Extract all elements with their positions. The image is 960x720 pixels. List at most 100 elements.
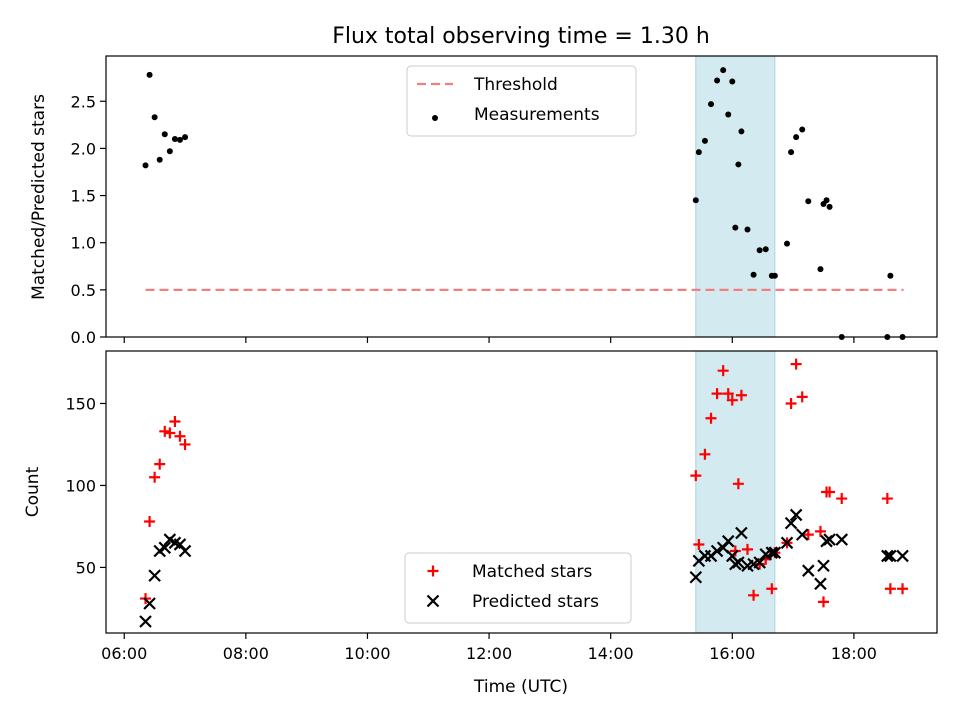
bottom-legend: Matched stars Predicted stars xyxy=(404,552,632,624)
matched-stars-point xyxy=(814,525,826,537)
matched-stars-point xyxy=(174,430,186,442)
matched-stars-point xyxy=(179,438,191,450)
predicted-stars-point xyxy=(835,533,849,546)
predicted-stars-point xyxy=(795,528,809,541)
measurement-point xyxy=(720,67,727,74)
predicted-stars-point xyxy=(817,559,830,573)
bottom-x-tick-label: 18:00 xyxy=(831,644,877,663)
bottom-y-axis-label: Count xyxy=(23,466,43,517)
matched-stars-point xyxy=(722,388,734,400)
matched-stars-point xyxy=(705,412,717,424)
matched-stars-point xyxy=(748,589,760,601)
bottom-panel: 50 100 150 06:00 08:00 10:00 12:00 14:00 16:00 18… xyxy=(23,350,938,697)
measurement-point xyxy=(166,148,173,155)
legend-label: Measurements xyxy=(474,105,600,125)
matched-stars-point xyxy=(790,358,802,370)
matched-stars-point xyxy=(741,543,753,555)
measurement-point xyxy=(708,101,715,108)
matched-stars-point xyxy=(154,458,166,470)
predicted-stars-point xyxy=(881,549,894,563)
matched-stars-point xyxy=(144,516,156,528)
top-legend: Threshold Measurements xyxy=(406,65,637,137)
predicted-stars-point xyxy=(178,544,192,558)
legend-label: Predicted stars xyxy=(472,592,599,612)
matched-stars-point xyxy=(729,545,741,557)
bottom-highlight-span xyxy=(695,350,776,634)
predicted-stars-point xyxy=(158,541,172,555)
bottom-axes-frame xyxy=(105,350,938,634)
measurement-point xyxy=(695,149,702,156)
measurement-point xyxy=(817,266,824,273)
predicted-stars-point xyxy=(143,597,156,610)
top-legend-box xyxy=(406,65,637,137)
measurement-point xyxy=(750,271,757,278)
top-y-axis-label: Matched/Predicted stars xyxy=(29,94,49,300)
bottom-x-tick-label: 16:00 xyxy=(709,644,755,663)
matched-stars-point xyxy=(824,486,836,498)
legend-matched-swatch xyxy=(427,565,439,577)
predicted-stars-point xyxy=(896,549,909,563)
top-y-tick-label: 2.5 xyxy=(71,92,96,111)
predicted-stars-point xyxy=(768,546,782,559)
measurement-point xyxy=(735,161,742,168)
top-highlight-span xyxy=(695,55,776,338)
matched-stars-point xyxy=(796,391,808,403)
predicted-stars-point xyxy=(765,546,779,559)
measurement-point xyxy=(156,156,163,163)
measurement-point xyxy=(146,71,153,78)
measurement-point xyxy=(171,135,178,142)
measurement-point xyxy=(805,198,812,205)
matched-stars-point xyxy=(817,596,829,608)
matched-stars-point xyxy=(159,425,171,437)
matched-stars-point xyxy=(711,388,723,400)
measurement-point xyxy=(823,197,830,204)
measurement-point xyxy=(762,246,769,253)
matched-stars-point xyxy=(732,478,744,490)
matched-stars-point xyxy=(785,397,797,409)
predicted-stars-point xyxy=(735,526,748,540)
bottom-y-tick-label: 50 xyxy=(76,558,96,577)
bottom-x-tick-label: 12:00 xyxy=(466,644,512,663)
predicted-stars-point xyxy=(780,536,794,550)
matched-stars-point xyxy=(699,448,711,460)
measurement-point xyxy=(732,224,739,231)
measurement-point xyxy=(714,77,721,84)
bottom-series-layer xyxy=(139,358,909,628)
figure-title: Flux total observing time = 1.30 h xyxy=(332,24,710,49)
predicted-stars-point xyxy=(884,549,897,563)
measurement-point xyxy=(826,203,833,210)
measurement-point xyxy=(756,247,763,254)
matched-stars-point xyxy=(149,471,161,483)
matched-stars-point xyxy=(690,470,702,482)
matched-stars-point xyxy=(881,493,893,505)
matched-stars-point xyxy=(164,427,176,439)
measurement-point xyxy=(887,272,894,279)
predicted-stars-point xyxy=(784,516,798,530)
measurement-point xyxy=(771,272,778,279)
measurement-point xyxy=(725,111,732,118)
predicted-stars-point xyxy=(148,569,161,582)
top-y-tick-label: 1.5 xyxy=(71,187,96,206)
predicted-stars-point xyxy=(139,615,152,628)
predicted-stars-point xyxy=(732,556,745,569)
matched-stars-point xyxy=(754,558,766,570)
predicted-stars-point xyxy=(689,570,703,584)
matched-stars-point xyxy=(693,538,705,550)
bottom-y-tick-label: 150 xyxy=(65,394,96,413)
bottom-x-axis-label: Time (UTC) xyxy=(473,677,568,697)
bottom-x-tick-label: 10:00 xyxy=(344,644,390,663)
bottom-legend-box xyxy=(404,552,632,624)
measurement-point xyxy=(151,114,158,121)
measurement-point xyxy=(729,78,736,85)
measurement-point xyxy=(182,134,189,141)
measurement-point xyxy=(701,137,708,144)
measurement-point xyxy=(176,136,183,143)
predicted-stars-point xyxy=(823,533,836,546)
top-y-tick-label: 0.5 xyxy=(71,281,96,300)
matched-stars-point xyxy=(802,529,814,541)
predicted-stars-point xyxy=(753,556,766,569)
measurement-point xyxy=(161,131,168,138)
top-panel: 0.0 0.5 1.0 1.5 2.0 2.5 Matched/Predicted sta… xyxy=(29,55,938,347)
top-y-tick-label: 2.0 xyxy=(71,139,96,158)
